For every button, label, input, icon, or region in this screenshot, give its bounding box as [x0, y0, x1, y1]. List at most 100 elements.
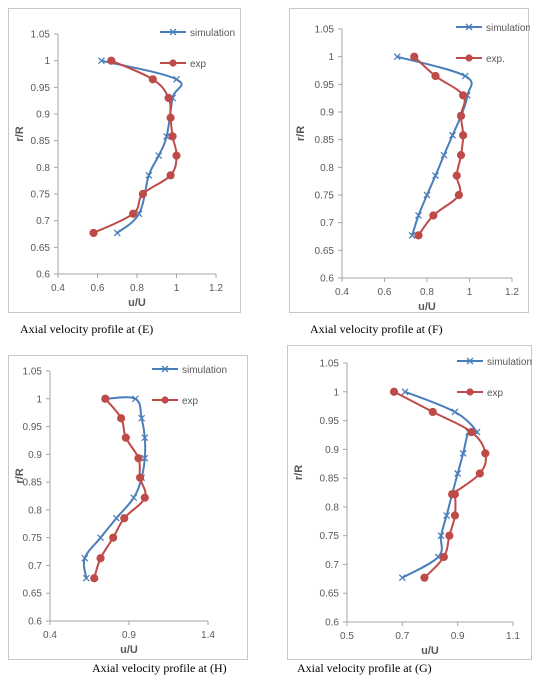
simulation-data-point [440, 151, 448, 159]
chart-panel-f: 0.6 0.65 0.7 0.75 0.8 0.85 0.9 0.95 1 1.05 0.4 0.6 0… [289, 8, 531, 313]
exp-series-line [93, 59, 178, 234]
exp-data-point [128, 209, 138, 218]
exp-data-point [459, 91, 468, 100]
exp-data-point [420, 573, 429, 582]
y-tick-label: 0.7 [28, 561, 42, 572]
simulation-data-point [135, 210, 143, 218]
exp-data-point [107, 56, 116, 65]
marker-stroke [465, 23, 473, 31]
x-tick-label: 0.8 [420, 287, 434, 298]
y-tick-label: 0.6 [36, 270, 50, 281]
y-tick-label: 0.75 [23, 533, 43, 544]
marker-stroke [130, 494, 138, 502]
x-tick-label: 1.2 [209, 283, 223, 294]
exp-data-point [448, 490, 457, 499]
marker-stroke [423, 191, 431, 199]
simulation-data-point [163, 132, 171, 140]
x-axis-label: u/U [120, 644, 138, 656]
simulation-series-line [396, 55, 473, 236]
simulation-data-point [112, 514, 120, 522]
simulation-series-line [101, 59, 183, 234]
y-tick-label: 0.65 [23, 589, 43, 600]
y-tick-label: 0.95 [23, 422, 43, 433]
y-tick-label: 1.05 [31, 30, 51, 41]
y-tick-label: 0.8 [325, 502, 339, 513]
y-axis-label: r/R [295, 126, 307, 141]
exp-data-point [414, 231, 423, 240]
y-tick-label: 0.75 [320, 531, 340, 542]
chart-caption-f: Axial velocity profile at (F) [310, 322, 443, 336]
simulation-data-point [437, 532, 445, 540]
exp-data-point [454, 190, 463, 200]
legend-simulation-label: simulation [487, 357, 532, 368]
legend-simulation-marker [169, 28, 177, 36]
exp-data-point [389, 387, 399, 396]
x-tick-label: 0.6 [91, 283, 105, 294]
y-tick-label: 1 [328, 52, 334, 63]
exp-data-point [452, 171, 461, 180]
x-tick-label: 1.4 [201, 630, 215, 641]
y-tick-label: 0.95 [31, 83, 51, 94]
exp-data-point [429, 211, 438, 220]
y-tick-label: 1.05 [315, 25, 335, 36]
exp-data-point [475, 469, 484, 478]
simulation-data-point [131, 395, 139, 403]
exp-data-point [117, 414, 126, 423]
exp-data-point [120, 514, 129, 523]
y-tick-label: 0.8 [320, 163, 334, 174]
exp-data-point [134, 454, 143, 463]
exp-data-point [96, 554, 105, 563]
marker-stroke [466, 357, 474, 365]
legend-simulation-marker [161, 365, 169, 373]
y-tick-label: 0.7 [36, 216, 50, 227]
chart-caption-g: Axial velocity profile at (G) [297, 661, 432, 675]
simulation-data-point [155, 152, 163, 160]
exp-series-line [93, 398, 147, 579]
simulation-data-point [113, 229, 121, 237]
y-tick-label: 1.05 [320, 359, 340, 370]
exp-data-point [439, 552, 448, 562]
simulation-data-point [461, 72, 469, 80]
marker-stroke [163, 132, 171, 140]
y-tick-label: 0.85 [320, 474, 340, 485]
marker-stroke [145, 171, 153, 179]
x-tick-label: 0.6 [378, 287, 392, 298]
exp-data-point [459, 131, 468, 140]
marker-stroke [81, 554, 89, 562]
simulation-data-point [408, 231, 416, 239]
x-tick-label: 0.4 [335, 287, 349, 298]
simulation-data-point [432, 172, 439, 180]
marker-stroke [97, 534, 105, 542]
marker-stroke [169, 28, 177, 36]
y-tick-label: 0.95 [320, 416, 340, 427]
marker-stroke [173, 75, 180, 83]
y-tick-label: 0.7 [320, 218, 334, 229]
legend-simulation-label: simulation [486, 23, 530, 34]
exp-data-point [456, 111, 466, 120]
marker-stroke [138, 414, 146, 422]
simulation-data-point [97, 534, 105, 542]
y-tick-label: 0.85 [31, 136, 51, 147]
y-tick-label: 0.85 [315, 135, 335, 146]
marker-stroke [141, 434, 149, 442]
y-tick-label: 1.05 [23, 367, 43, 378]
legend-exp-label: exp [487, 388, 504, 399]
marker-stroke [437, 532, 445, 540]
marker-stroke [113, 229, 121, 237]
exp-data-point [445, 531, 454, 540]
exp-data-point [431, 71, 440, 81]
simulation-data-point [423, 191, 431, 199]
simulation-data-point [393, 53, 401, 61]
marker-stroke [461, 72, 469, 80]
legend-exp-label: exp [190, 59, 207, 70]
exp-series-line [393, 390, 487, 579]
marker-stroke [401, 388, 409, 396]
marker-stroke [459, 449, 467, 457]
x-tick-label: 0.4 [51, 283, 65, 294]
marker-stroke [97, 57, 105, 65]
x-tick-label: 0.9 [451, 631, 465, 642]
y-tick-label: 1 [36, 394, 42, 405]
simulation-data-point [454, 470, 462, 477]
